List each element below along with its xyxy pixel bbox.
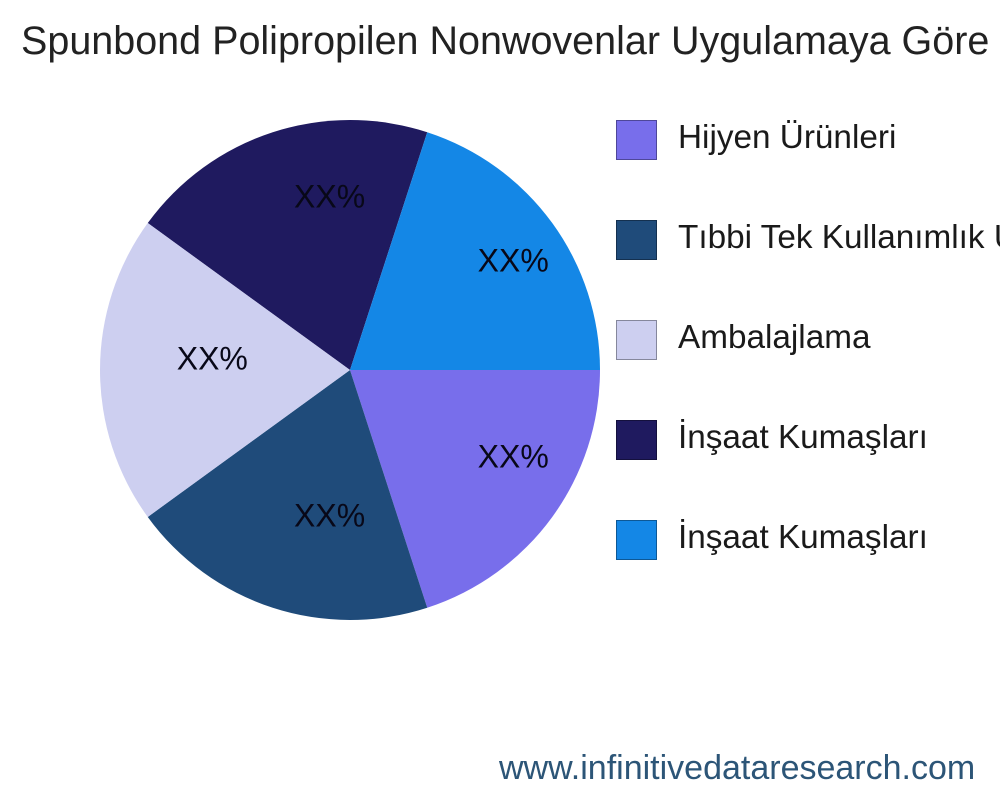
svg-text:XX%: XX% — [177, 341, 248, 377]
svg-text:XX%: XX% — [478, 242, 549, 278]
svg-text:XX%: XX% — [478, 439, 549, 475]
svg-text:XX%: XX% — [294, 497, 365, 533]
svg-text:XX%: XX% — [294, 179, 365, 215]
